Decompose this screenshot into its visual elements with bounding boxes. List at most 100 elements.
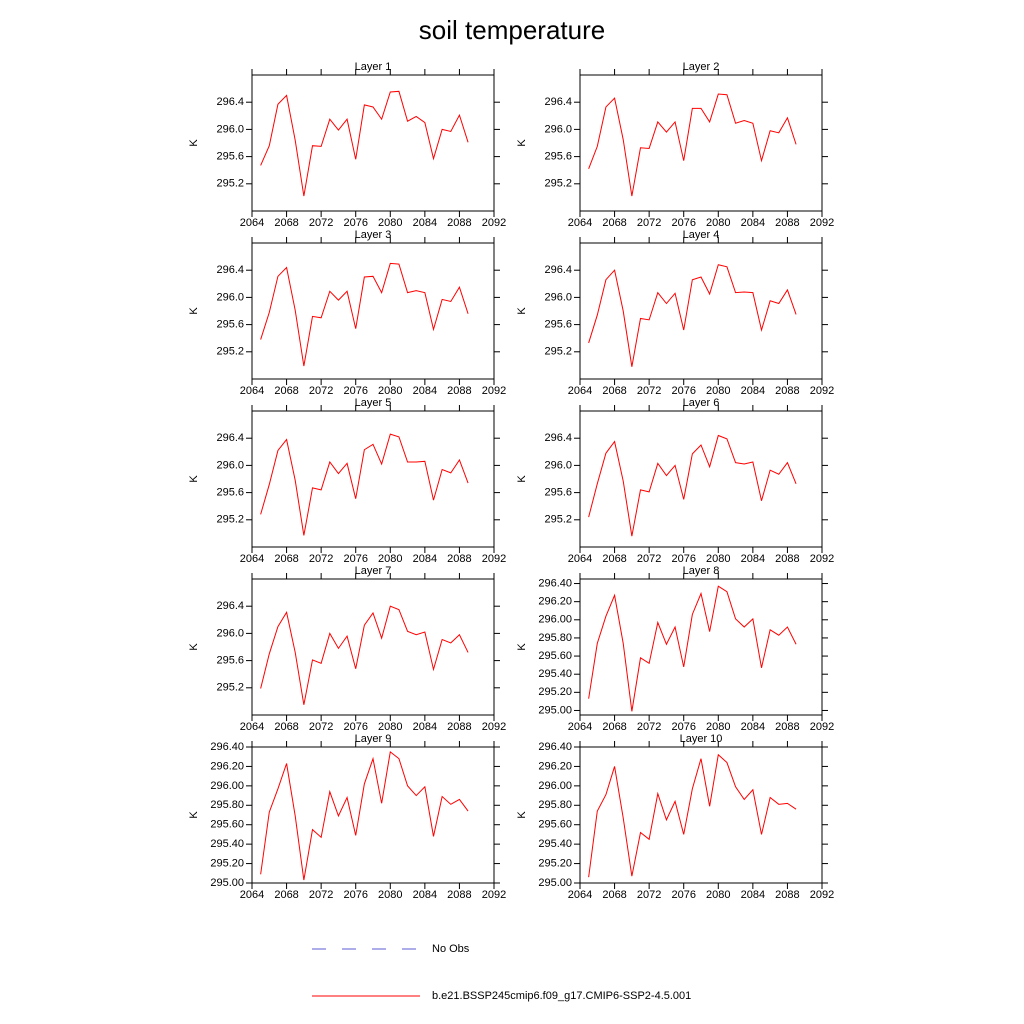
y-tick-label: 296.0 xyxy=(216,627,244,639)
x-tick-label: 2064 xyxy=(568,385,592,397)
x-tick-label: 2072 xyxy=(309,889,333,901)
x-tick-label: 2068 xyxy=(602,553,626,565)
y-tick-label: 296.20 xyxy=(538,596,572,608)
y-tick-label: 295.2 xyxy=(544,346,572,358)
x-tick-label: 2080 xyxy=(378,385,402,397)
x-tick-label: 2080 xyxy=(706,217,730,229)
y-axis-label: K xyxy=(188,475,200,483)
y-tick-label: 295.6 xyxy=(216,151,244,163)
y-tick-label: 295.20 xyxy=(538,857,572,869)
plot-frame xyxy=(251,578,495,716)
y-tick-label: 295.2 xyxy=(544,178,572,190)
y-axis-label: K xyxy=(516,643,528,651)
y-tick-label: 295.80 xyxy=(538,632,572,644)
x-tick-label: 2076 xyxy=(343,217,367,229)
x-tick-label: 2084 xyxy=(741,721,765,733)
y-axis-label: K xyxy=(516,139,528,147)
y-tick-label: 296.40 xyxy=(210,741,244,753)
x-tick-label: 2072 xyxy=(637,217,661,229)
x-tick-label: 2092 xyxy=(810,721,834,733)
x-tick-label: 2084 xyxy=(741,217,765,229)
y-tick-label: 296.40 xyxy=(538,577,572,589)
data-line xyxy=(588,264,797,367)
data-line xyxy=(588,434,797,537)
y-tick-label: 296.0 xyxy=(544,123,572,135)
data-line xyxy=(588,93,797,197)
y-tick-label: 296.4 xyxy=(216,432,244,444)
x-tick-label: 2076 xyxy=(343,889,367,901)
x-tick-label: 2064 xyxy=(240,385,264,397)
panel-title: Layer 7 xyxy=(355,565,392,577)
x-tick-label: 2068 xyxy=(602,889,626,901)
x-tick-label: 2080 xyxy=(378,721,402,733)
y-tick-label: 295.6 xyxy=(544,319,572,331)
x-tick-label: 2080 xyxy=(706,385,730,397)
y-tick-label: 296.20 xyxy=(210,760,244,772)
x-tick-label: 2092 xyxy=(810,553,834,565)
x-tick-label: 2088 xyxy=(447,553,471,565)
x-tick-label: 2092 xyxy=(482,217,506,229)
x-tick-label: 2084 xyxy=(741,553,765,565)
x-tick-label: 2076 xyxy=(671,721,695,733)
y-tick-label: 295.80 xyxy=(210,799,244,811)
x-tick-label: 2064 xyxy=(240,889,264,901)
panel-title: Layer 1 xyxy=(355,61,392,73)
x-tick-label: 2076 xyxy=(343,553,367,565)
plot-frame xyxy=(251,74,495,212)
x-tick-label: 2084 xyxy=(413,889,437,901)
x-tick-label: 2080 xyxy=(706,721,730,733)
x-tick-label: 2084 xyxy=(741,385,765,397)
data-line xyxy=(260,750,469,881)
x-tick-label: 2064 xyxy=(240,217,264,229)
data-line xyxy=(588,585,797,712)
y-tick-label: 295.60 xyxy=(538,650,572,662)
y-tick-label: 295.6 xyxy=(216,655,244,667)
x-tick-label: 2068 xyxy=(274,553,298,565)
y-axis-label: K xyxy=(188,811,200,819)
y-tick-label: 296.40 xyxy=(538,741,572,753)
data-line xyxy=(260,605,469,705)
x-tick-label: 2064 xyxy=(240,721,264,733)
x-tick-label: 2092 xyxy=(482,553,506,565)
x-tick-label: 2076 xyxy=(671,889,695,901)
x-tick-label: 2068 xyxy=(274,721,298,733)
x-tick-label: 2068 xyxy=(274,889,298,901)
data-line xyxy=(588,753,797,878)
x-tick-label: 2068 xyxy=(602,385,626,397)
y-tick-label: 296.4 xyxy=(216,600,244,612)
plot-frame xyxy=(579,242,823,380)
x-tick-label: 2064 xyxy=(568,889,592,901)
y-tick-label: 295.60 xyxy=(210,819,244,831)
x-tick-label: 2084 xyxy=(741,889,765,901)
y-tick-label: 296.20 xyxy=(538,760,572,772)
y-axis-label: K xyxy=(516,307,528,315)
x-tick-label: 2064 xyxy=(568,217,592,229)
figure-title: soil temperature xyxy=(419,15,605,45)
plot-frame xyxy=(251,242,495,380)
x-tick-label: 2088 xyxy=(775,553,799,565)
y-tick-label: 295.40 xyxy=(210,838,244,850)
y-tick-label: 296.4 xyxy=(544,264,572,276)
x-tick-label: 2080 xyxy=(378,217,402,229)
data-line xyxy=(260,90,469,197)
x-tick-label: 2088 xyxy=(775,385,799,397)
data-line xyxy=(260,433,469,536)
y-axis-label: K xyxy=(188,643,200,651)
x-tick-label: 2076 xyxy=(343,721,367,733)
y-tick-label: 295.40 xyxy=(538,668,572,680)
plot-frame xyxy=(251,746,495,884)
y-axis-label: K xyxy=(188,139,200,147)
x-tick-label: 2084 xyxy=(413,721,437,733)
x-tick-label: 2084 xyxy=(413,217,437,229)
y-tick-label: 296.0 xyxy=(544,291,572,303)
plot-frame xyxy=(579,74,823,212)
x-tick-label: 2092 xyxy=(810,889,834,901)
x-tick-label: 2080 xyxy=(706,553,730,565)
plot-frame xyxy=(579,410,823,548)
panel-title: Layer 9 xyxy=(355,733,392,745)
x-tick-label: 2072 xyxy=(637,385,661,397)
legend-label: No Obs xyxy=(432,943,470,955)
x-tick-label: 2076 xyxy=(671,385,695,397)
x-tick-label: 2068 xyxy=(602,721,626,733)
